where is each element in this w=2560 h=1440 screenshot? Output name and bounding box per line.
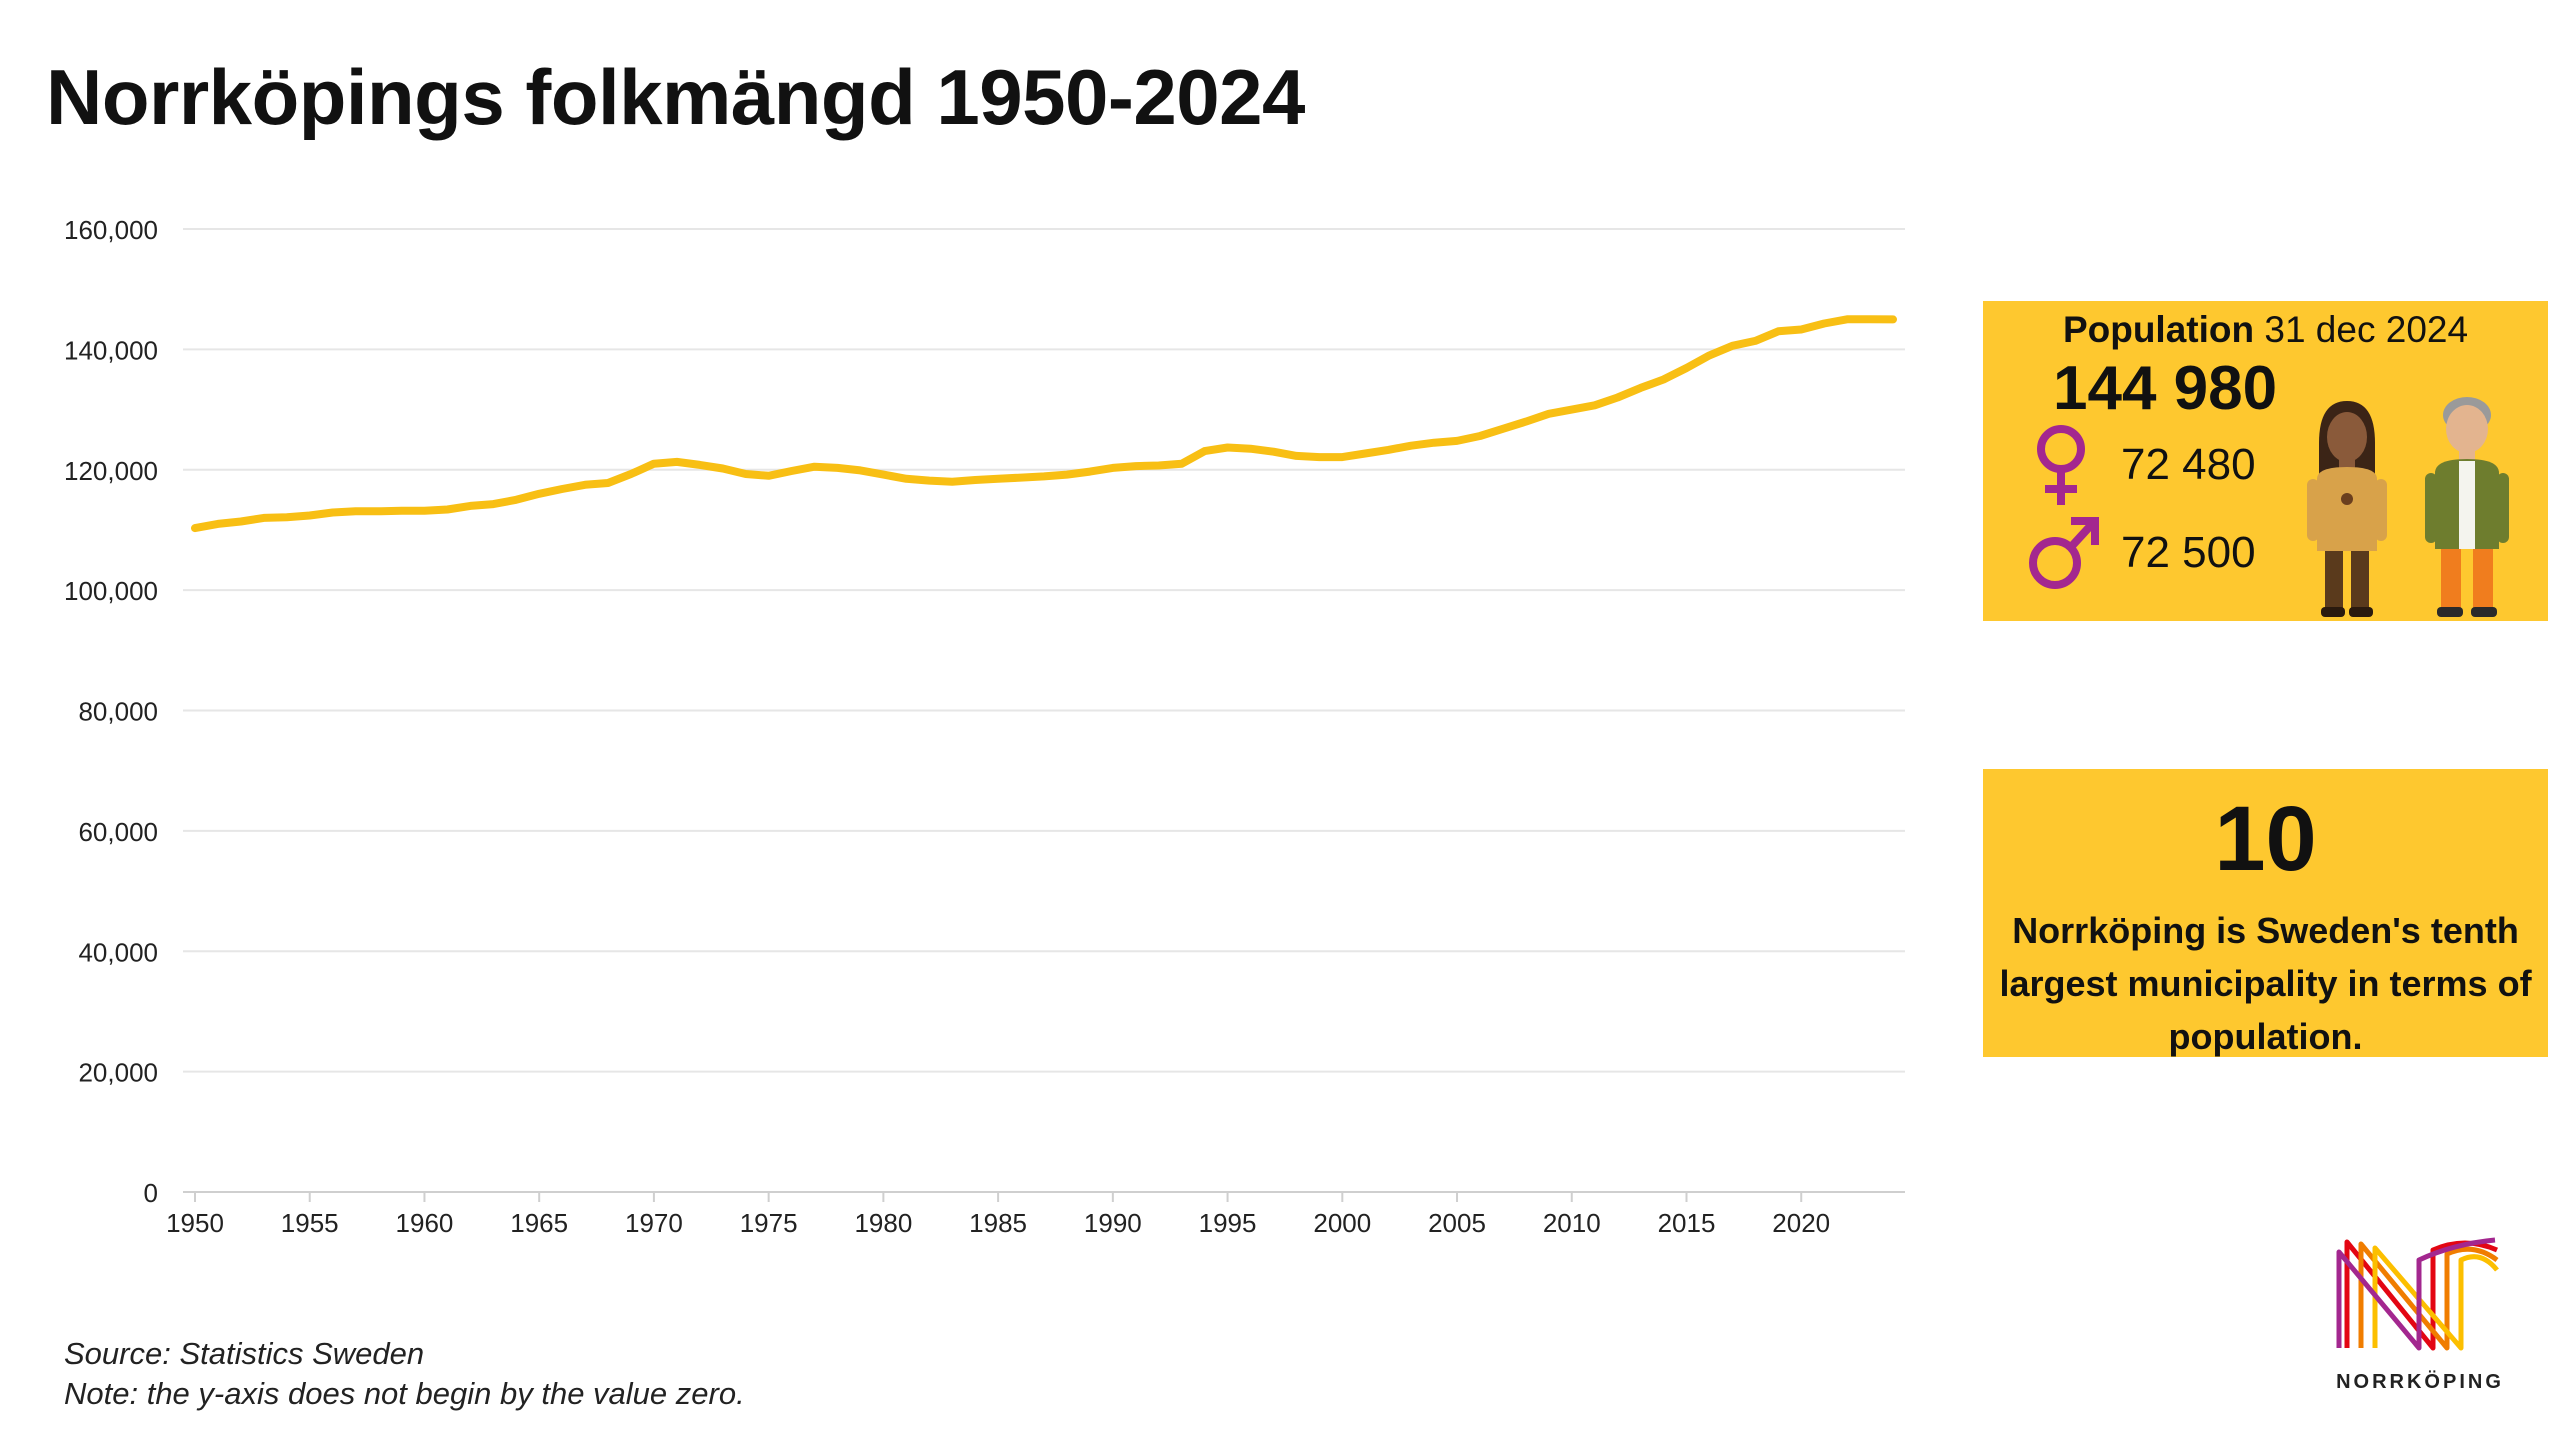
x-tick-label: 1985	[969, 1208, 1027, 1238]
x-tick-label: 1960	[396, 1208, 454, 1238]
x-tick-label: 1995	[1199, 1208, 1257, 1238]
population-card: Population 31 dec 2024 144 980 72 480 72…	[1983, 301, 2548, 621]
population-series-line	[191, 315, 1897, 533]
female-symbol-icon	[2037, 425, 2085, 505]
x-tick-label: 1965	[510, 1208, 568, 1238]
source-note: Source: Statistics Sweden	[64, 1336, 425, 1371]
female-count: 72 480	[2121, 440, 2256, 489]
norrkoping-logo: NORRKÖPING	[2335, 1230, 2505, 1394]
population-total: 144 980	[2053, 354, 2278, 423]
footnotes: Source: Statistics Sweden Note: the y-ax…	[64, 1334, 745, 1414]
population-header: Population 31 dec 2024	[1983, 309, 2548, 351]
x-tick-label: 1975	[740, 1208, 798, 1238]
x-tick-label: 2015	[1658, 1208, 1716, 1238]
y-tick-label: 20,000	[78, 1058, 158, 1088]
population-line-chart: 0 20,000 40,000 60,000 80,000 100,000 120,000 1…	[64, 215, 1905, 1238]
rank-number: 10	[2214, 788, 2317, 890]
x-tick-label: 2020	[1772, 1208, 1830, 1238]
x-tick-label: 1970	[625, 1208, 683, 1238]
page-title: Norrköpings folkmängd 1950-2024	[46, 53, 1305, 141]
male-count: 72 500	[2121, 528, 2256, 577]
x-tick-label: 2010	[1543, 1208, 1601, 1238]
y-tick-label: 140,000	[64, 335, 158, 365]
y-tick-label: 0	[144, 1178, 158, 1208]
x-tick-label: 2000	[1313, 1208, 1371, 1238]
people-illustration-icon	[2307, 397, 2509, 617]
male-symbol-icon	[2029, 517, 2099, 589]
y-tick-label: 160,000	[64, 215, 158, 245]
y-tick-label: 80,000	[78, 697, 158, 727]
x-tick-label: 1980	[854, 1208, 912, 1238]
population-label: Population	[2062, 309, 2255, 350]
y-tick-label: 100,000	[64, 576, 158, 606]
axis-note: Note: the y-axis does not begin by the v…	[64, 1376, 745, 1411]
y-tick-label: 40,000	[78, 937, 158, 967]
rank-description: Norrköping is Sweden's tenth largest mun…	[1999, 910, 2532, 1057]
rank-card: 10 Norrköping is Sweden's tenth largest …	[1983, 769, 2548, 1057]
y-tick-label: 60,000	[78, 817, 158, 847]
x-tick-label: 1990	[1084, 1208, 1142, 1238]
y-tick-label: 120,000	[64, 456, 158, 486]
x-tick-label: 1950	[166, 1208, 224, 1238]
norrkoping-logo-mark-icon	[2336, 1237, 2499, 1351]
x-tick-label: 1955	[281, 1208, 339, 1238]
x-tick-label: 2005	[1428, 1208, 1486, 1238]
female-count-row: 72 480	[2023, 423, 2256, 507]
brand-name: NORRKÖPING	[2336, 1371, 2504, 1393]
population-date: 31 dec 2024	[2264, 309, 2469, 350]
male-count-row: 72 500	[2023, 511, 2256, 595]
